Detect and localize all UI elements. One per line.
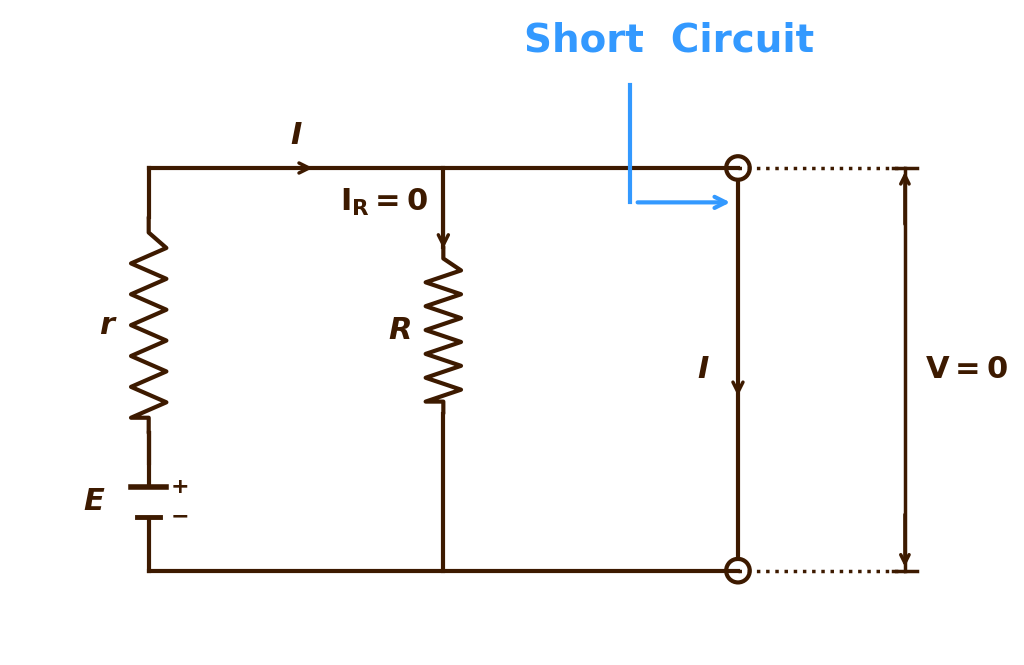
Text: +: + bbox=[170, 477, 189, 497]
Text: $\mathbf{I_R = 0}$: $\mathbf{I_R = 0}$ bbox=[340, 187, 429, 218]
Text: E: E bbox=[84, 487, 104, 517]
Text: I: I bbox=[697, 355, 709, 384]
Text: R: R bbox=[388, 316, 412, 344]
Text: $\mathbf{V = 0}$: $\mathbf{V = 0}$ bbox=[925, 355, 1008, 384]
Text: r: r bbox=[99, 311, 115, 340]
Text: Short  Circuit: Short Circuit bbox=[524, 21, 814, 59]
Text: I: I bbox=[291, 121, 302, 150]
Text: −: − bbox=[170, 507, 189, 527]
